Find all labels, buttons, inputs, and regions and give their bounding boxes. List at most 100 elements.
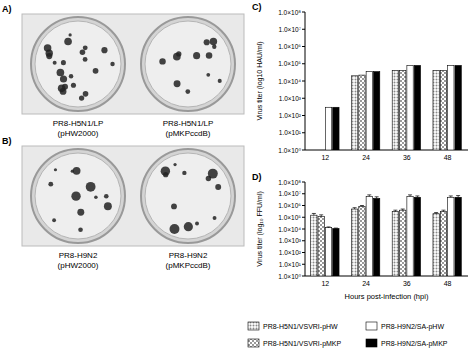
x-tick-label: 12 (321, 154, 329, 161)
plaque (110, 62, 114, 66)
well-inner (35, 21, 121, 107)
bar (455, 197, 461, 276)
y-tick-label: 1.0×10⁶ (278, 202, 301, 209)
y-tick (302, 264, 305, 265)
well (31, 17, 125, 111)
plaque (218, 79, 222, 83)
well-caption: (pMKPccdB) (166, 261, 211, 270)
x-tick-label: 24 (362, 280, 370, 287)
error-bar (415, 196, 419, 197)
plaque (83, 45, 88, 50)
plaque (52, 218, 56, 222)
well (31, 149, 125, 243)
bar (392, 212, 398, 276)
plaque (212, 45, 216, 49)
error-bar (367, 195, 371, 196)
bar (440, 71, 446, 150)
y-tick (302, 217, 305, 218)
bar (448, 197, 454, 276)
error-bar (401, 209, 405, 210)
plaque (71, 191, 80, 200)
y-tick (302, 182, 305, 183)
plaque (173, 53, 181, 61)
error-bar (327, 226, 331, 228)
plaque (104, 202, 112, 210)
plaque (83, 91, 89, 97)
bar (414, 65, 420, 150)
legend-swatch (366, 339, 377, 347)
error-bar (441, 210, 445, 211)
plaque (171, 203, 177, 209)
y-tick-label: 1.0×10⁸ (278, 179, 301, 186)
plaque (71, 170, 74, 173)
plaque (53, 61, 57, 65)
y-tick (302, 276, 305, 277)
y-tick (302, 115, 305, 116)
plaque (210, 38, 217, 45)
bar (318, 216, 324, 276)
plaque (94, 195, 98, 199)
y-tick-label: 1.0×10³ (279, 237, 302, 244)
plaque (182, 171, 186, 175)
bar (366, 72, 372, 150)
well-caption: PR8-H9N2 (169, 251, 208, 260)
error-bar (449, 196, 453, 197)
y-tick-label: 1.0×10² (279, 249, 302, 256)
well-caption: PR8-H5N1/LP (163, 119, 214, 128)
bar (448, 65, 454, 150)
y-tick-label: 1.0×10⁰ (278, 147, 301, 154)
bar (414, 197, 420, 276)
y-tick (302, 46, 305, 47)
y-tick-label: 1.0×10⁰ (278, 273, 301, 280)
bar (325, 228, 331, 276)
x-tick-label: 36 (403, 154, 411, 161)
bar (351, 209, 357, 276)
x-tick-label: 48 (444, 280, 452, 287)
y-tick-label: 1.0×10⁴ (278, 226, 301, 233)
bar (400, 210, 406, 276)
y-tick-label: 1.0×10⁸ (278, 9, 301, 16)
legend-label: PR8-H5N1/VSVRI-pMKP (263, 340, 342, 348)
panel-label: D) (252, 172, 262, 182)
legend-label: PR8-H9N2/SA-pMKP (381, 340, 448, 348)
plaque (86, 182, 96, 192)
plaque (195, 222, 199, 226)
plaque (57, 69, 65, 77)
bar (373, 72, 379, 150)
error-bar (456, 196, 460, 198)
bar (407, 196, 413, 276)
well (141, 17, 235, 111)
well (141, 149, 235, 243)
legend-swatch (248, 339, 259, 347)
legend-label: PR8-H9N2/SA-pHW (381, 323, 444, 331)
well-inner (145, 153, 231, 239)
y-tick-label: 1.0×10¹ (279, 129, 302, 136)
y-tick-label: 1.0×10⁵ (278, 214, 301, 221)
plaque (170, 224, 180, 234)
plaque (69, 33, 72, 36)
error-bar (319, 215, 323, 216)
x-tick-label: 24 (362, 154, 370, 161)
plaque (104, 194, 109, 199)
y-tick (302, 81, 305, 82)
plate (22, 146, 244, 246)
plaque (46, 49, 53, 56)
well-inner (35, 153, 121, 239)
bar (359, 207, 365, 276)
y-tick (302, 193, 305, 194)
bar (400, 71, 406, 150)
error-bar (408, 195, 412, 196)
y-tick (302, 240, 305, 241)
x-tick-label: 36 (403, 280, 411, 287)
plaque (184, 222, 193, 231)
plaque (174, 80, 181, 87)
plaque (206, 73, 210, 77)
well-caption: PR8-H5N1/LP (53, 119, 104, 128)
y-tick-label: 1.0×10⁴ (278, 78, 301, 85)
well-caption: (pHW2000) (58, 261, 99, 270)
plaque (77, 209, 84, 216)
plaque (161, 166, 170, 175)
plaque (185, 89, 190, 94)
bar (455, 65, 461, 150)
panel-label: B) (2, 136, 12, 146)
